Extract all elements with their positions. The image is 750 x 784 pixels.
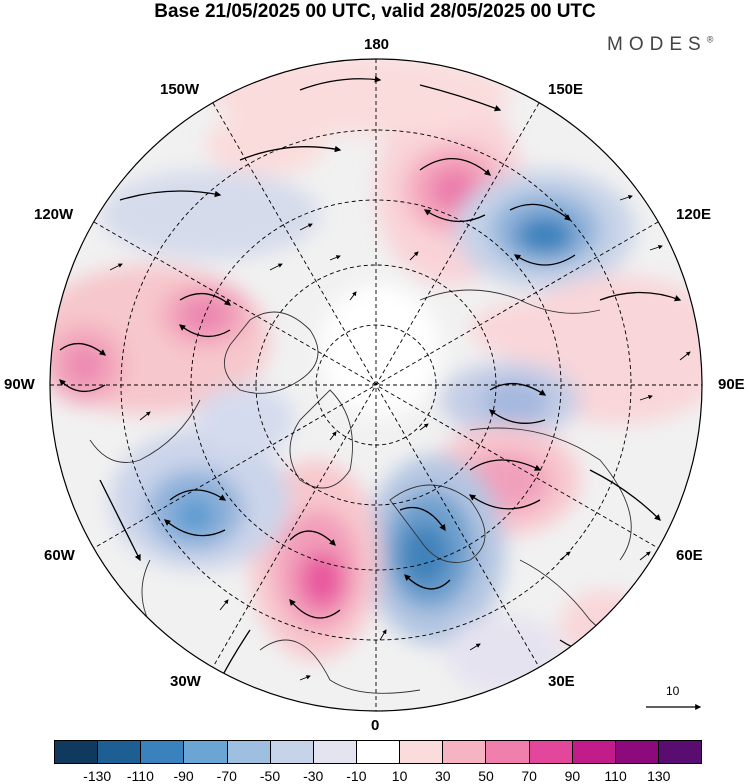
colorbar-tick-label: 30 [435,768,451,784]
colorbar-tick-label: 10 [391,768,408,784]
colorbar-segment [226,741,270,763]
colorbar-segment [442,741,486,763]
lon-label-120w: 120W [34,206,74,223]
colorbar-tick-label: -10 [346,768,367,784]
colorbar-tick-label: -90 [173,768,194,784]
lon-label-30w: 30W [170,673,201,690]
colorbar [54,740,702,764]
colorbar-tick-label: 110 [604,768,627,784]
colorbar-segment [97,741,141,763]
colorbar-segment [140,741,184,763]
reference-vector-label: 10 [666,684,680,698]
colorbar-segment [269,741,313,763]
colorbar-tick-label: 130 [647,768,671,784]
colorbar-tick-label: -70 [216,768,237,784]
colorbar-segment [571,741,615,763]
colorbar-segment [614,741,658,763]
modes-logo: MODES® [607,34,714,55]
colorbar-segment [399,741,443,763]
colorbar-segment [55,741,98,763]
colorbar-tick-label: -50 [259,768,281,784]
lon-label-150w: 150W [160,81,200,98]
colorbar-tick-label: 50 [478,768,494,784]
lon-label-150e: 150E [548,81,584,98]
colorbar-tick-label: -30 [303,768,324,784]
map-title: Base 21/05/2025 00 UTC, valid 28/05/2025… [154,1,596,22]
colorbar-segment [183,741,227,763]
map-boundary [49,58,703,712]
lon-label-90w: 90W [4,376,35,393]
colorbar-tick-label: 90 [564,768,581,784]
colorbar-segment [485,741,529,763]
colorbar-tick-label: 70 [521,768,537,784]
lon-label-180: 180 [364,36,390,53]
lon-label-120e: 120E [676,206,712,223]
colorbar-segment [355,741,400,763]
lon-label-0: 0 [371,717,380,734]
colorbar-segment [657,741,702,763]
lon-label-60w: 60W [44,547,75,564]
wind-vectors [99,195,691,681]
colorbar-segment [528,741,572,763]
colorbar-tick-label: -110 [126,768,154,784]
lon-label-60e: 60E [676,547,703,564]
lon-label-30e: 30E [548,673,575,690]
lon-label-90e: 90E [718,376,745,393]
graticule [50,59,702,711]
colorbar-segment [312,741,356,763]
colorbar-tick-label: -130 [83,768,112,784]
